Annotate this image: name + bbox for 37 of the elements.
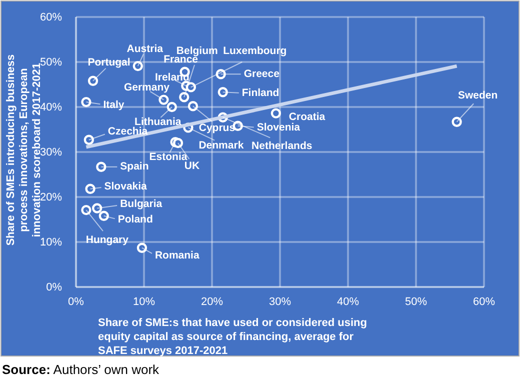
annotation: Cyprus	[198, 122, 236, 134]
y-tick-label: 20%	[40, 192, 62, 204]
annotation: Romania	[154, 250, 200, 262]
x-tick-label: 10%	[132, 296, 156, 308]
y-tick-label: 60%	[40, 12, 62, 24]
annotation: Luxembourg	[223, 44, 287, 57]
x-tick-label: 20%	[200, 296, 224, 308]
annotation: Bulgaria	[120, 198, 162, 210]
annotation: Hungary	[86, 234, 129, 246]
y-tick-label: 40%	[40, 102, 62, 114]
annotation: Slovenia	[256, 122, 300, 134]
annotation: Spain	[120, 160, 149, 173]
source-note: Source: Authors’ own work	[2, 362, 160, 377]
annotation: Portugal	[88, 56, 130, 69]
annotation: Slovakia	[104, 180, 148, 193]
annotation: Lithuania	[134, 116, 182, 128]
x-tick-label: 40%	[336, 296, 360, 308]
annotation: Poland	[118, 214, 153, 226]
annotation: Denmark	[198, 139, 244, 152]
y-tick-label: 50%	[40, 56, 62, 69]
y-tick-label: 0%	[46, 282, 62, 294]
annotation: Germany	[124, 82, 170, 94]
annotation: Sweden	[458, 90, 498, 102]
x-tick-label: 50%	[404, 296, 428, 308]
annotation: Croatia	[288, 111, 326, 124]
y-tick-label: 10%	[40, 236, 62, 249]
annotation: Czechia	[108, 126, 148, 138]
x-axis-title: Share of SME:s that have used or considered using equity capital as source of financing, average for SAFE surveys 2017-2021	[98, 317, 367, 357]
x-tick-label: 0%	[68, 296, 84, 308]
annotation: Italy	[103, 98, 124, 111]
annotation: Netherlands	[252, 140, 312, 152]
y-tick-label: 30%	[40, 146, 62, 159]
annotation: Greece	[244, 68, 280, 80]
x-tick-label: 30%	[268, 296, 292, 308]
x-tick-label: 60%	[472, 296, 496, 308]
annotation: Austria	[126, 42, 164, 55]
annotation: Finland	[242, 86, 280, 99]
